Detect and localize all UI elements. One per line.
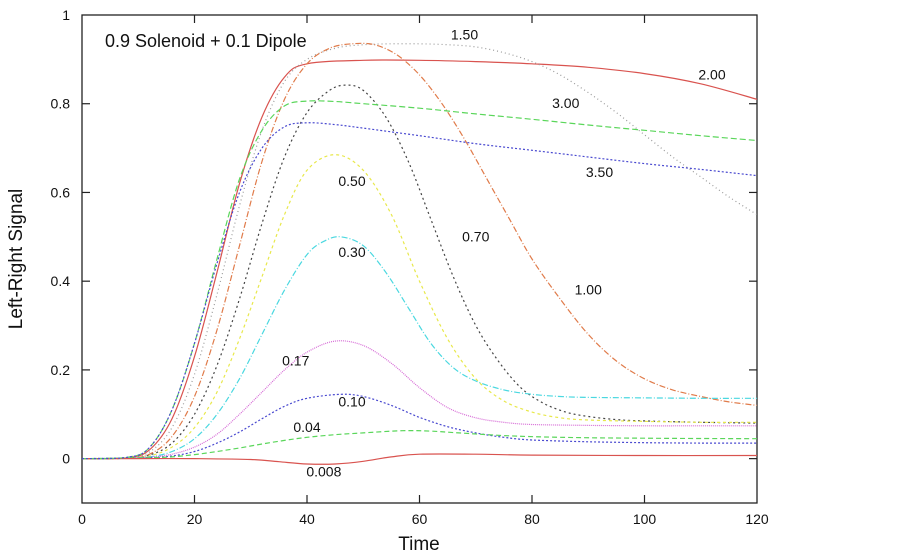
curves [81, 42, 758, 465]
series-line-0_50 [81, 154, 758, 460]
y-tick-label: 0.8 [51, 96, 71, 112]
curve-label-1_50: 1.50 [451, 26, 478, 42]
curve-label-3_00: 3.00 [552, 95, 579, 111]
series-line-0_04 [81, 429, 758, 460]
x-tick-label: 40 [299, 511, 315, 527]
curve-label-0_10: 0.10 [338, 393, 365, 409]
x-tick-label: 60 [412, 511, 428, 527]
series-line-0_30 [81, 236, 758, 460]
series-line-0_008 [82, 453, 758, 465]
curve-label-0_50: 0.50 [338, 173, 365, 189]
y-tick-label: 0.4 [51, 273, 71, 289]
curve-label-2_00: 2.00 [698, 66, 725, 82]
y-tick-label: 0.2 [51, 362, 71, 378]
series-line-0_10 [81, 393, 758, 460]
x-tick-label: 20 [187, 511, 203, 527]
curve-label-0_17: 0.17 [282, 352, 309, 368]
curve-label-1_00: 1.00 [575, 281, 602, 297]
chart-title: 0.9 Solenoid + 0.1 Dipole [105, 31, 307, 51]
x-tick-label: 120 [745, 511, 769, 527]
series-line-0_17 [81, 340, 757, 460]
series-line-1_00 [81, 42, 758, 460]
curve-label-0_008: 0.008 [306, 463, 341, 479]
series-line-2_00 [81, 59, 758, 460]
y-axis-title: Left-Right Signal [6, 189, 27, 329]
x-tick-label: 80 [524, 511, 540, 527]
series-line-3_50 [81, 122, 758, 460]
curve-labels: 2.00 1.50 1.00 0.70 0.50 0.30 0.17 0.10 0.04 0.00… [282, 26, 726, 479]
axes: 0 20 40 60 80 100 120 0 0.2 0.4 0.6 0.8 1 [51, 7, 769, 527]
series-line-0_70 [81, 84, 758, 460]
plot-frame [81, 14, 758, 504]
series-line-3_00 [81, 100, 758, 460]
x-tick-label: 0 [78, 511, 86, 527]
y-tick-label: 0.6 [51, 184, 71, 200]
curve-label-3_50: 3.50 [586, 164, 613, 180]
curve-label-0_70: 0.70 [462, 228, 489, 244]
series-line-1_50 [81, 43, 758, 460]
x-tick-label: 100 [633, 511, 657, 527]
curve-label-0_30: 0.30 [338, 244, 365, 260]
curve-label-0_04: 0.04 [293, 419, 320, 435]
y-tick-label: 1 [62, 7, 70, 23]
x-axis-title: Time [398, 534, 440, 555]
y-tick-label: 0 [62, 451, 70, 467]
